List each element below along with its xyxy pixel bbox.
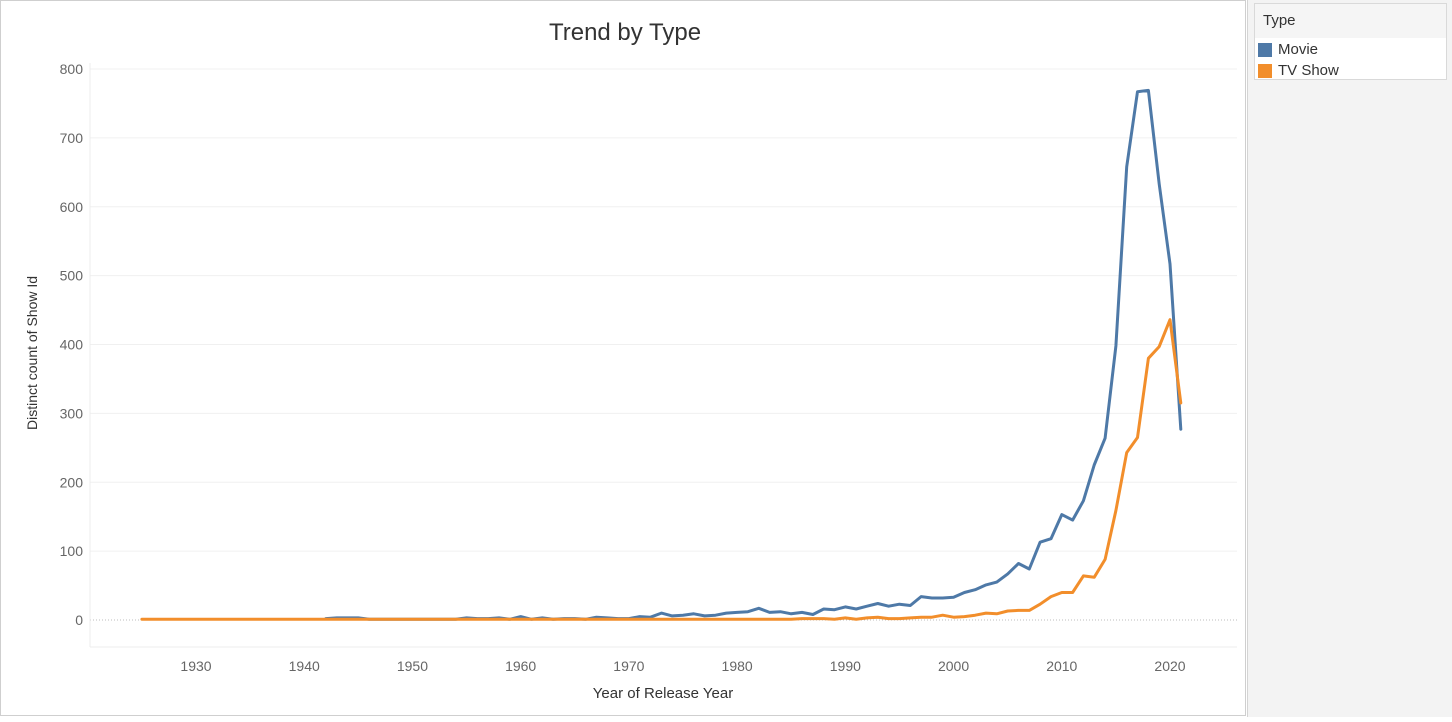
x-tick-label: 1950: [397, 658, 428, 674]
x-tick-label: 1930: [180, 658, 211, 674]
x-tick-label: 2000: [938, 658, 969, 674]
legend-header: [1255, 4, 1446, 38]
axes: 0 100 200 300 400 500 600 700 800 1930 1940 1950 196…: [60, 61, 1237, 674]
y-tick-label: 0: [75, 612, 83, 628]
y-axis-title: Distinct count of Show Id: [24, 276, 40, 430]
x-tick-label: 2010: [1046, 658, 1077, 674]
y-tick-label: 200: [60, 474, 84, 490]
legend-swatch-movie: [1258, 43, 1272, 57]
legend-label-tv-show: TV Show: [1278, 62, 1339, 79]
legend-item-movie[interactable]: Movie: [1258, 41, 1443, 59]
gridlines: [90, 68, 1237, 621]
y-tick-label: 800: [60, 61, 84, 77]
color-legend: Type Movie TV Show: [1254, 3, 1447, 80]
y-tick-label: 100: [60, 543, 84, 559]
legend-title: Type: [1263, 12, 1296, 29]
legend-label-movie: Movie: [1278, 41, 1319, 58]
series-lines[interactable]: [140, 88, 1183, 621]
series-line-tv-show[interactable]: [140, 318, 1183, 621]
legend-swatch-tv-show: [1258, 64, 1272, 78]
chart-worksheet: Trend by Type 0 100 200 300 400 500 600 700 800 1…: [0, 0, 1246, 716]
x-tick-label: 1990: [830, 658, 861, 674]
y-tick-label: 600: [60, 199, 84, 215]
y-tick-label: 500: [60, 268, 84, 284]
x-tick-label: 1970: [613, 658, 644, 674]
x-tick-label: 2020: [1154, 658, 1185, 674]
y-tick-label: 300: [60, 405, 84, 421]
series-line-movie[interactable]: [324, 88, 1183, 621]
x-tick-label: 1960: [505, 658, 536, 674]
line-chart[interactable]: Trend by Type 0 100 200 300 400 500 600 700 800 1…: [1, 1, 1247, 717]
side-panel: Type Movie TV Show: [1247, 0, 1452, 717]
chart-title: Trend by Type: [549, 19, 701, 46]
legend-item-tv-show[interactable]: TV Show: [1258, 62, 1443, 80]
x-axis-title: Year of Release Year: [593, 685, 733, 702]
x-tick-label: 1940: [289, 658, 320, 674]
x-tick-label: 1980: [722, 658, 753, 674]
y-tick-label: 400: [60, 337, 84, 353]
y-tick-label: 700: [60, 130, 84, 146]
